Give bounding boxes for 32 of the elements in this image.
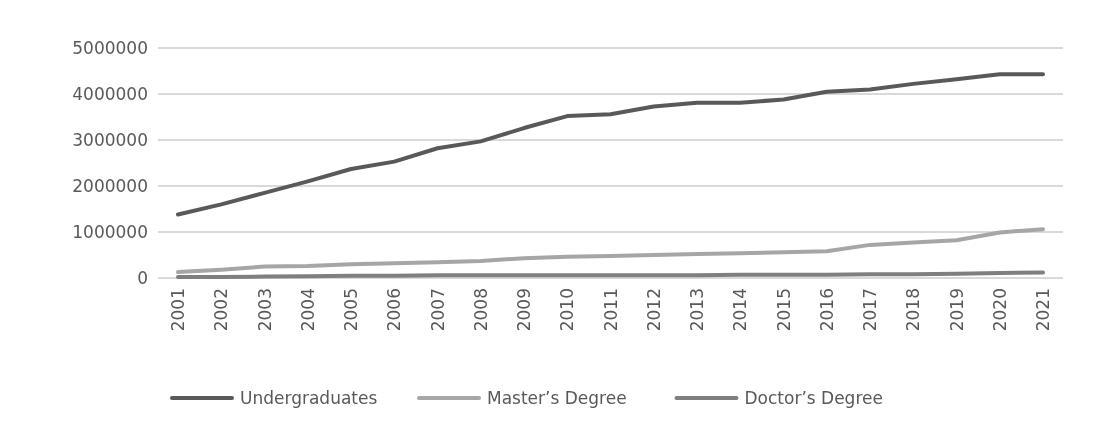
y-tick-label: 0 (137, 267, 148, 288)
x-tick-label: 2003 (254, 288, 275, 332)
x-tick-label: 2007 (427, 288, 448, 332)
x-tick-label: 2005 (341, 288, 361, 332)
y-tick-label: 3000000 (72, 129, 148, 150)
x-tick-label: 2019 (946, 288, 967, 332)
x-tick-label: 2012 (643, 288, 664, 332)
x-tick-label: 2010 (557, 288, 578, 332)
x-tick-label: 2018 (903, 288, 924, 332)
x-tick-label: 2014 (730, 288, 751, 332)
legend-label: Doctor’s Degree (744, 387, 883, 408)
x-tick-label: 2016 (816, 288, 837, 332)
y-tick-label: 1000000 (72, 221, 148, 242)
legend-label: Master’s Degree (487, 387, 627, 408)
x-tick-label: 2004 (297, 288, 318, 332)
x-tick-label: 2001 (168, 288, 188, 332)
x-tick-label: 2009 (514, 288, 534, 332)
x-tick-label: 2013 (687, 288, 707, 332)
x-tick-label: 2017 (860, 288, 880, 332)
line-series (176, 72, 1045, 217)
x-tick-label: 2002 (211, 288, 232, 332)
y-tick-label: 5000000 (72, 37, 148, 58)
x-tick-label: 2008 (470, 288, 491, 332)
line-series (176, 227, 1045, 275)
y-tick-label: 2000000 (72, 175, 148, 196)
x-tick-label: 2015 (773, 288, 794, 332)
x-tick-label: 2011 (600, 288, 621, 332)
legend-label: Undergraduates (240, 387, 378, 408)
x-tick-label: 2006 (384, 288, 405, 332)
y-tick-label: 4000000 (72, 83, 148, 104)
x-tick-label: 2021 (1033, 288, 1053, 332)
x-tick-label: 2020 (989, 288, 1010, 332)
